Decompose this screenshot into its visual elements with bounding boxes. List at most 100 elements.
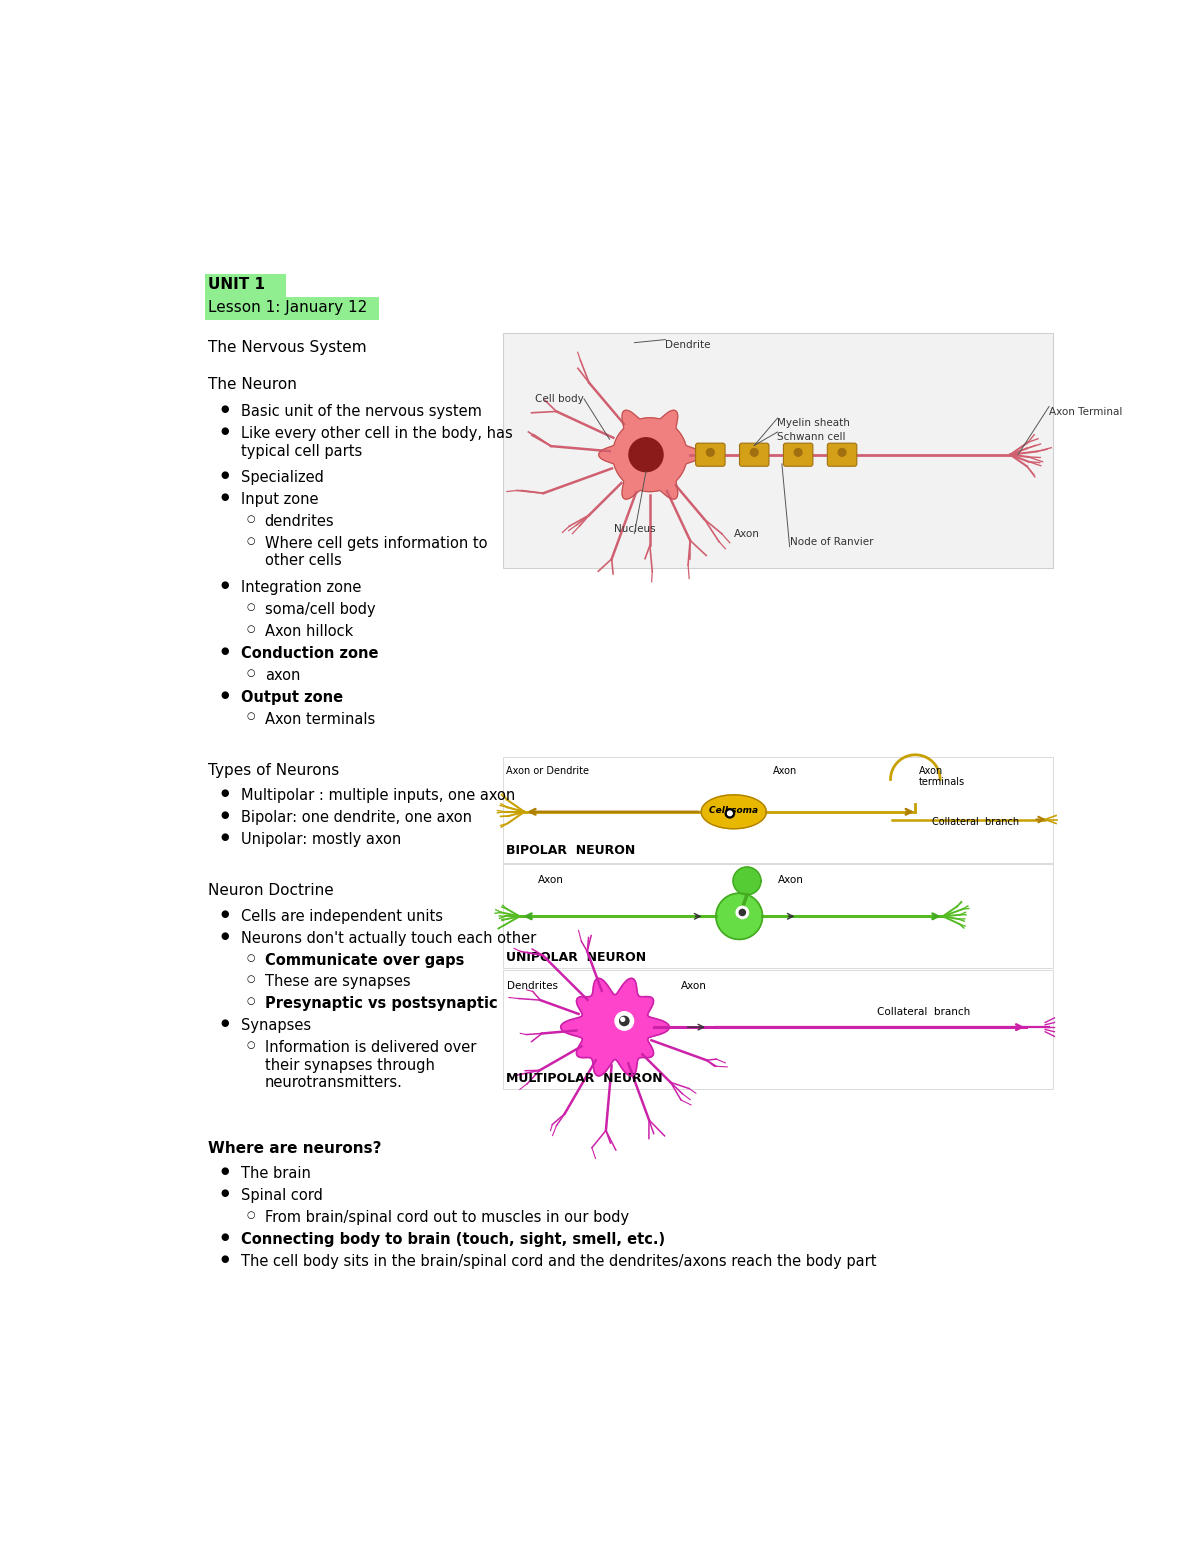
Text: Communicate over gaps: Communicate over gaps [265,952,464,968]
Text: The Nervous System: The Nervous System [208,340,367,356]
Text: ●: ● [221,811,229,820]
Text: Like every other cell in the body, has
typical cell parts: Like every other cell in the body, has t… [241,426,512,458]
Text: Dendrites: Dendrites [506,981,558,991]
Circle shape [794,449,802,457]
Text: ○: ○ [246,997,256,1006]
Text: Presynaptic vs postsynaptic: Presynaptic vs postsynaptic [265,997,497,1011]
Circle shape [736,907,749,919]
Text: Axon: Axon [773,766,797,776]
Circle shape [616,1011,634,1030]
Text: Conduction zone: Conduction zone [241,646,378,660]
Text: Where are neurons?: Where are neurons? [208,1141,382,1155]
Text: The brain: The brain [241,1166,311,1182]
Text: ○: ○ [246,514,256,523]
Text: ○: ○ [246,974,256,985]
Text: ○: ○ [246,711,256,722]
Text: MULTIPOLAR  NEURON: MULTIPOLAR NEURON [506,1072,664,1086]
Text: Axon: Axon [733,530,760,539]
Text: ●: ● [221,579,229,590]
Text: Synapses: Synapses [241,1019,311,1033]
Text: Bipolar: one dendrite, one axon: Bipolar: one dendrite, one axon [241,811,472,825]
Text: Dendrite: Dendrite [665,340,710,349]
FancyBboxPatch shape [784,443,812,466]
Text: Input zone: Input zone [241,492,318,506]
Circle shape [838,449,846,457]
Polygon shape [599,410,701,499]
Text: Spinal cord: Spinal cord [241,1188,323,1204]
Text: soma/cell body: soma/cell body [265,601,376,617]
Text: The Neuron: The Neuron [208,377,298,393]
Text: Cell body: Cell body [535,394,584,404]
Text: Output zone: Output zone [241,690,343,705]
Text: Where cell gets information to
other cells: Where cell gets information to other cel… [265,536,487,568]
Text: ○: ○ [246,601,256,612]
Text: From brain/spinal cord out to muscles in our body: From brain/spinal cord out to muscles in… [265,1210,629,1225]
Text: Information is delivered over
their synapses through
neurotransmitters.: Information is delivered over their syna… [265,1041,476,1090]
FancyBboxPatch shape [503,334,1052,568]
Text: Axon: Axon [680,981,707,991]
Text: ●: ● [221,832,229,842]
Text: ●: ● [221,404,229,415]
Text: Neuron Doctrine: Neuron Doctrine [208,884,334,898]
Polygon shape [716,893,762,940]
FancyBboxPatch shape [503,756,1052,863]
FancyBboxPatch shape [205,297,379,320]
Text: ○: ○ [246,624,256,634]
Text: The cell body sits in the brain/spinal cord and the dendrites/axons reach the bo: The cell body sits in the brain/spinal c… [241,1253,876,1269]
Text: These are synapses: These are synapses [265,974,410,989]
Text: ●: ● [221,1232,229,1242]
FancyBboxPatch shape [696,443,725,466]
Text: Axon Terminal: Axon Terminal [1049,407,1122,416]
Text: Axon or Dendrite: Axon or Dendrite [506,766,589,776]
Text: Types of Neurons: Types of Neurons [208,763,340,778]
Text: ○: ○ [246,536,256,547]
Polygon shape [560,978,670,1076]
FancyBboxPatch shape [827,443,857,466]
Text: Myelin sheath: Myelin sheath [778,418,851,429]
Text: ○: ○ [246,1041,256,1050]
Circle shape [750,449,758,457]
Text: Collateral  branch: Collateral branch [877,1006,970,1017]
Text: BIPOLAR  NEURON: BIPOLAR NEURON [506,843,636,857]
FancyBboxPatch shape [503,865,1052,968]
Text: Basic unit of the nervous system: Basic unit of the nervous system [241,404,481,419]
Text: ●: ● [221,1166,229,1176]
Polygon shape [733,867,761,895]
Circle shape [629,438,664,472]
Text: Axon: Axon [538,876,563,885]
Text: axon: axon [265,668,300,683]
Text: ●: ● [221,426,229,436]
Text: ●: ● [221,646,229,655]
Text: ○: ○ [246,1210,256,1221]
Text: Node of Ranvier: Node of Ranvier [790,537,874,547]
Text: Connecting body to brain (touch, sight, smell, etc.): Connecting body to brain (touch, sight, … [241,1232,665,1247]
Text: ●: ● [221,787,229,798]
Text: ●: ● [221,690,229,699]
Circle shape [739,910,745,916]
FancyBboxPatch shape [205,275,287,297]
Text: ●: ● [221,909,229,919]
Text: Axon hillock: Axon hillock [265,624,353,638]
Text: Neurons don't actually touch each other: Neurons don't actually touch each other [241,930,536,946]
Text: Specialized: Specialized [241,471,324,485]
Text: Axon terminals: Axon terminals [265,711,374,727]
Text: Lesson 1: January 12: Lesson 1: January 12 [208,300,367,315]
Text: Axon: Axon [778,876,804,885]
FancyBboxPatch shape [739,443,769,466]
Polygon shape [701,795,767,829]
Circle shape [620,1017,625,1022]
Text: Schwann cell: Schwann cell [778,432,846,443]
Text: Collateral  branch: Collateral branch [932,817,1019,828]
Text: ○: ○ [246,952,256,963]
Text: ●: ● [221,1019,229,1028]
Text: Cell soma: Cell soma [709,806,758,815]
Text: UNIT 1: UNIT 1 [208,278,265,292]
Circle shape [707,449,714,457]
Circle shape [727,811,732,815]
FancyBboxPatch shape [503,969,1052,1089]
Text: Cells are independent units: Cells are independent units [241,909,443,924]
Text: Unipolar: mostly axon: Unipolar: mostly axon [241,832,401,846]
Text: ●: ● [221,471,229,480]
Text: ●: ● [221,1188,229,1197]
Circle shape [619,1016,629,1025]
